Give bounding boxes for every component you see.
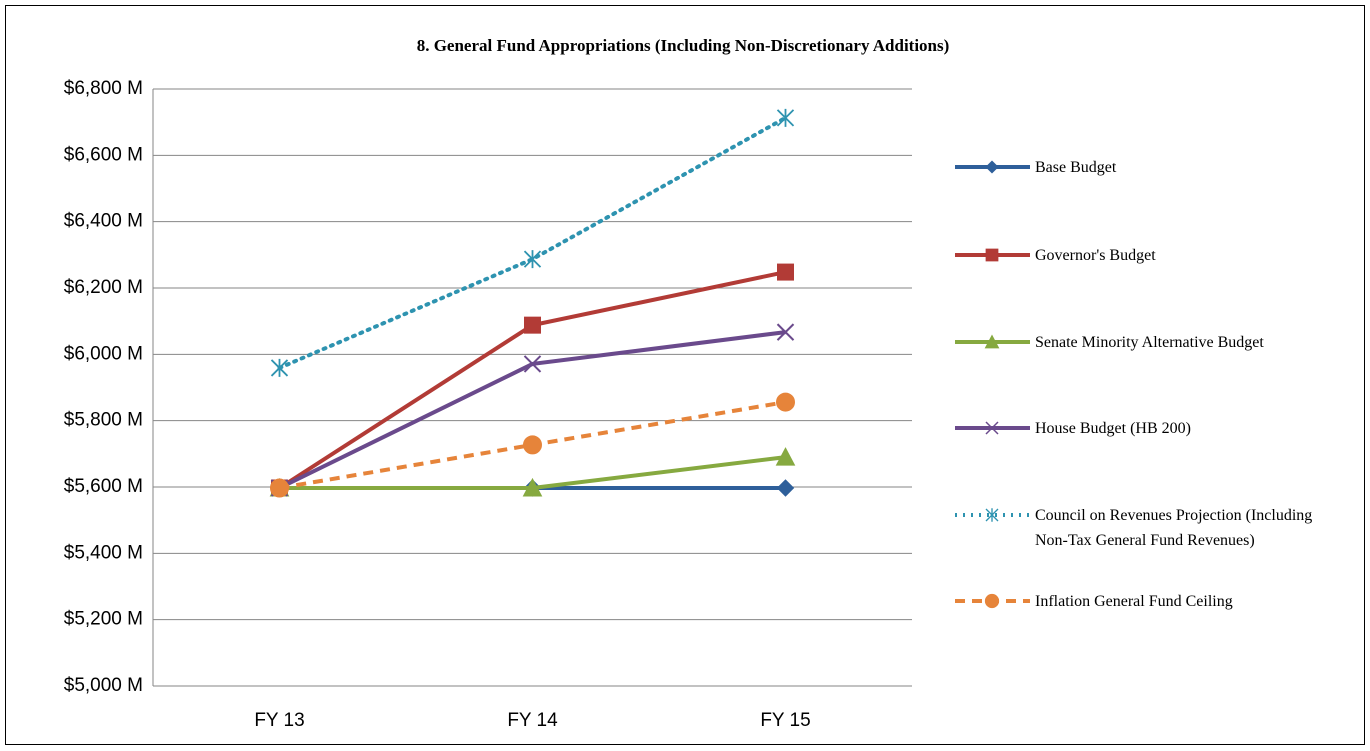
marker <box>523 435 542 455</box>
legend-label: Base Budget <box>1035 158 1117 176</box>
marker <box>984 593 1000 609</box>
marker <box>777 263 794 281</box>
marker <box>523 355 542 373</box>
legend-label: Governor's Budget <box>1035 246 1156 264</box>
y-tick-label: $5,800 M <box>64 410 143 431</box>
y-tick-label: $6,200 M <box>64 277 143 298</box>
x-tick-label: FY 15 <box>760 710 810 731</box>
marker <box>524 316 541 334</box>
marker <box>985 248 999 262</box>
y-tick-label: $5,400 M <box>64 542 143 563</box>
marker <box>776 108 795 127</box>
legend-label: House Budget (HB 200) <box>1035 419 1191 437</box>
chart-title: 8. General Fund Appropriations (Includin… <box>417 36 950 55</box>
marker <box>523 250 542 269</box>
y-tick-label: $5,600 M <box>64 476 143 497</box>
chart-border <box>5 5 1365 745</box>
marker <box>522 477 543 497</box>
x-tick-label: FY 13 <box>254 710 304 731</box>
marker <box>775 447 796 466</box>
marker <box>776 392 795 412</box>
marker <box>985 508 999 522</box>
y-tick-label: $6,600 M <box>64 144 143 165</box>
legend-label: Council on Revenues Projection (Includin… <box>1035 506 1313 549</box>
legend-label: Senate Minority Alternative Budget <box>1035 333 1264 351</box>
marker <box>776 479 795 497</box>
marker <box>776 323 795 341</box>
legend-label: Inflation General Fund Ceiling <box>1035 592 1233 610</box>
y-tick-label: $6,400 M <box>64 211 143 232</box>
marker <box>985 160 999 174</box>
marker <box>984 334 1000 349</box>
marker <box>270 478 289 498</box>
marker <box>270 358 289 377</box>
y-tick-label: $5,000 M <box>64 675 143 696</box>
x-tick-label: FY 14 <box>507 710 558 731</box>
y-tick-label: $5,200 M <box>64 609 143 630</box>
y-tick-label: $6,800 M <box>64 78 143 99</box>
marker <box>985 421 999 435</box>
y-tick-label: $6,000 M <box>64 343 143 364</box>
